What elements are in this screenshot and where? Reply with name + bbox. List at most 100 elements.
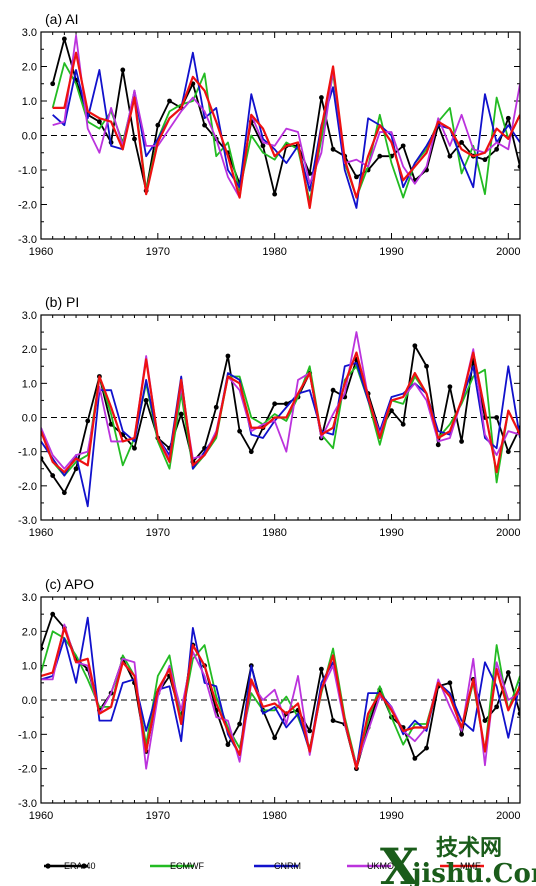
panel-title: (a) AI	[45, 11, 78, 27]
era40-point	[73, 466, 79, 472]
y-tick-label: -2.0	[18, 764, 37, 776]
y-tick-label: 3.0	[22, 310, 37, 322]
y-tick-label: 2.0	[22, 626, 37, 638]
era40-point	[330, 718, 336, 723]
y-tick-label: -1.0	[18, 165, 37, 177]
series-line-ukmo	[52, 34, 520, 199]
era40-point	[377, 153, 383, 159]
era40-point	[50, 611, 56, 617]
series-group	[41, 331, 520, 508]
legend: ERA-40 ECMWF CNRM UKMO MME	[44, 861, 484, 871]
legend-label: UKMO	[367, 861, 394, 871]
era40-point	[447, 384, 453, 390]
series-line-cnrm	[41, 361, 520, 508]
era40-point	[494, 704, 500, 710]
era40-point	[260, 143, 266, 149]
x-tick-label: 1990	[379, 527, 403, 539]
era40-point	[225, 353, 231, 359]
era40-point	[400, 143, 406, 149]
era40-point	[143, 398, 149, 403]
plot-frame	[40, 314, 521, 521]
series-group	[41, 611, 520, 772]
era40-point	[61, 490, 67, 496]
series-line-mme	[41, 626, 520, 770]
era40-point	[97, 119, 102, 125]
series-line-era-40	[51, 38, 520, 196]
y-tick-label: -3.0	[18, 798, 37, 810]
era40-point	[237, 721, 243, 727]
plot-frame	[40, 31, 521, 240]
era40-point	[505, 115, 511, 121]
era40-point	[318, 95, 324, 100]
x-tick-label: 1990	[379, 246, 403, 258]
series-line-mme	[41, 351, 520, 474]
x-tick-label: 2000	[496, 246, 520, 258]
watermark-cn: 技术网	[436, 835, 502, 861]
era40-point	[412, 755, 418, 761]
y-tick-label: 3.0	[22, 592, 37, 604]
y-tick-label: 2.0	[22, 62, 37, 74]
era40-point	[494, 146, 500, 152]
era40-point	[447, 153, 453, 159]
x-axis: 1960 1970 1980 1990 2000	[29, 32, 521, 258]
era40-point	[318, 666, 324, 672]
era40-point	[459, 140, 464, 145]
era40-point	[178, 411, 184, 417]
panel-title: (b) PI	[45, 294, 79, 310]
y-tick-label: 3.0	[22, 27, 37, 39]
era40-point	[248, 449, 254, 455]
era40-point	[225, 742, 231, 748]
series-line-mme	[52, 51, 520, 210]
era40-point	[447, 680, 453, 686]
x-tick-label: 1980	[262, 246, 286, 258]
era40-point	[482, 157, 488, 163]
legend-label: ERA-40	[64, 861, 96, 871]
x-tick-label: 1970	[146, 527, 170, 539]
y-tick-label: 0.0	[22, 131, 37, 143]
legend-item-mme: MME	[440, 861, 484, 871]
legend-item-cnrm: CNRM	[254, 861, 301, 871]
era40-point	[424, 363, 429, 369]
legend-marker	[45, 863, 51, 869]
series-line-ukmo	[41, 331, 520, 470]
x-tick-label: 1960	[29, 246, 53, 258]
era40-point	[400, 421, 406, 427]
x-tick-label: 1970	[146, 810, 170, 822]
y-tick-label: -3.0	[18, 515, 37, 527]
era40-point	[272, 735, 278, 741]
plot-frame	[40, 596, 521, 804]
legend-label: CNRM	[274, 861, 301, 871]
era40-point	[494, 415, 500, 420]
era40-point	[354, 174, 359, 180]
series-line-ecmwf	[51, 62, 520, 202]
era40-point	[330, 387, 336, 393]
y-tick-label: -3.0	[18, 234, 37, 246]
era40-point	[213, 404, 219, 410]
legend-item-ukmo: UKMO	[347, 861, 394, 871]
x-tick-label: 1970	[146, 246, 170, 258]
y-tick-label: -2.0	[18, 200, 37, 212]
y-tick-label: 2.0	[22, 344, 37, 356]
x-tick-label: 2000	[496, 810, 520, 822]
legend-label: MME	[460, 861, 481, 871]
era40-point	[330, 146, 336, 152]
y-tick-label: 0.0	[22, 695, 37, 707]
era40-point	[412, 343, 418, 349]
era40-point	[424, 745, 429, 751]
watermark-x: X	[380, 837, 419, 886]
series-group	[50, 34, 520, 210]
era40-point	[272, 191, 278, 197]
x-tick-label: 2000	[496, 527, 520, 539]
watermark-en: jishu.Com	[410, 859, 536, 886]
y-axis: 3.0 2.0 1.0 0.0 -1.0 -2.0 -3.0	[18, 310, 520, 527]
era40-point	[482, 718, 488, 723]
era40-point	[307, 728, 313, 734]
era40-point	[389, 408, 394, 414]
era40-point	[505, 449, 511, 455]
era40-point	[167, 98, 172, 104]
x-tick-label: 1980	[262, 810, 286, 822]
